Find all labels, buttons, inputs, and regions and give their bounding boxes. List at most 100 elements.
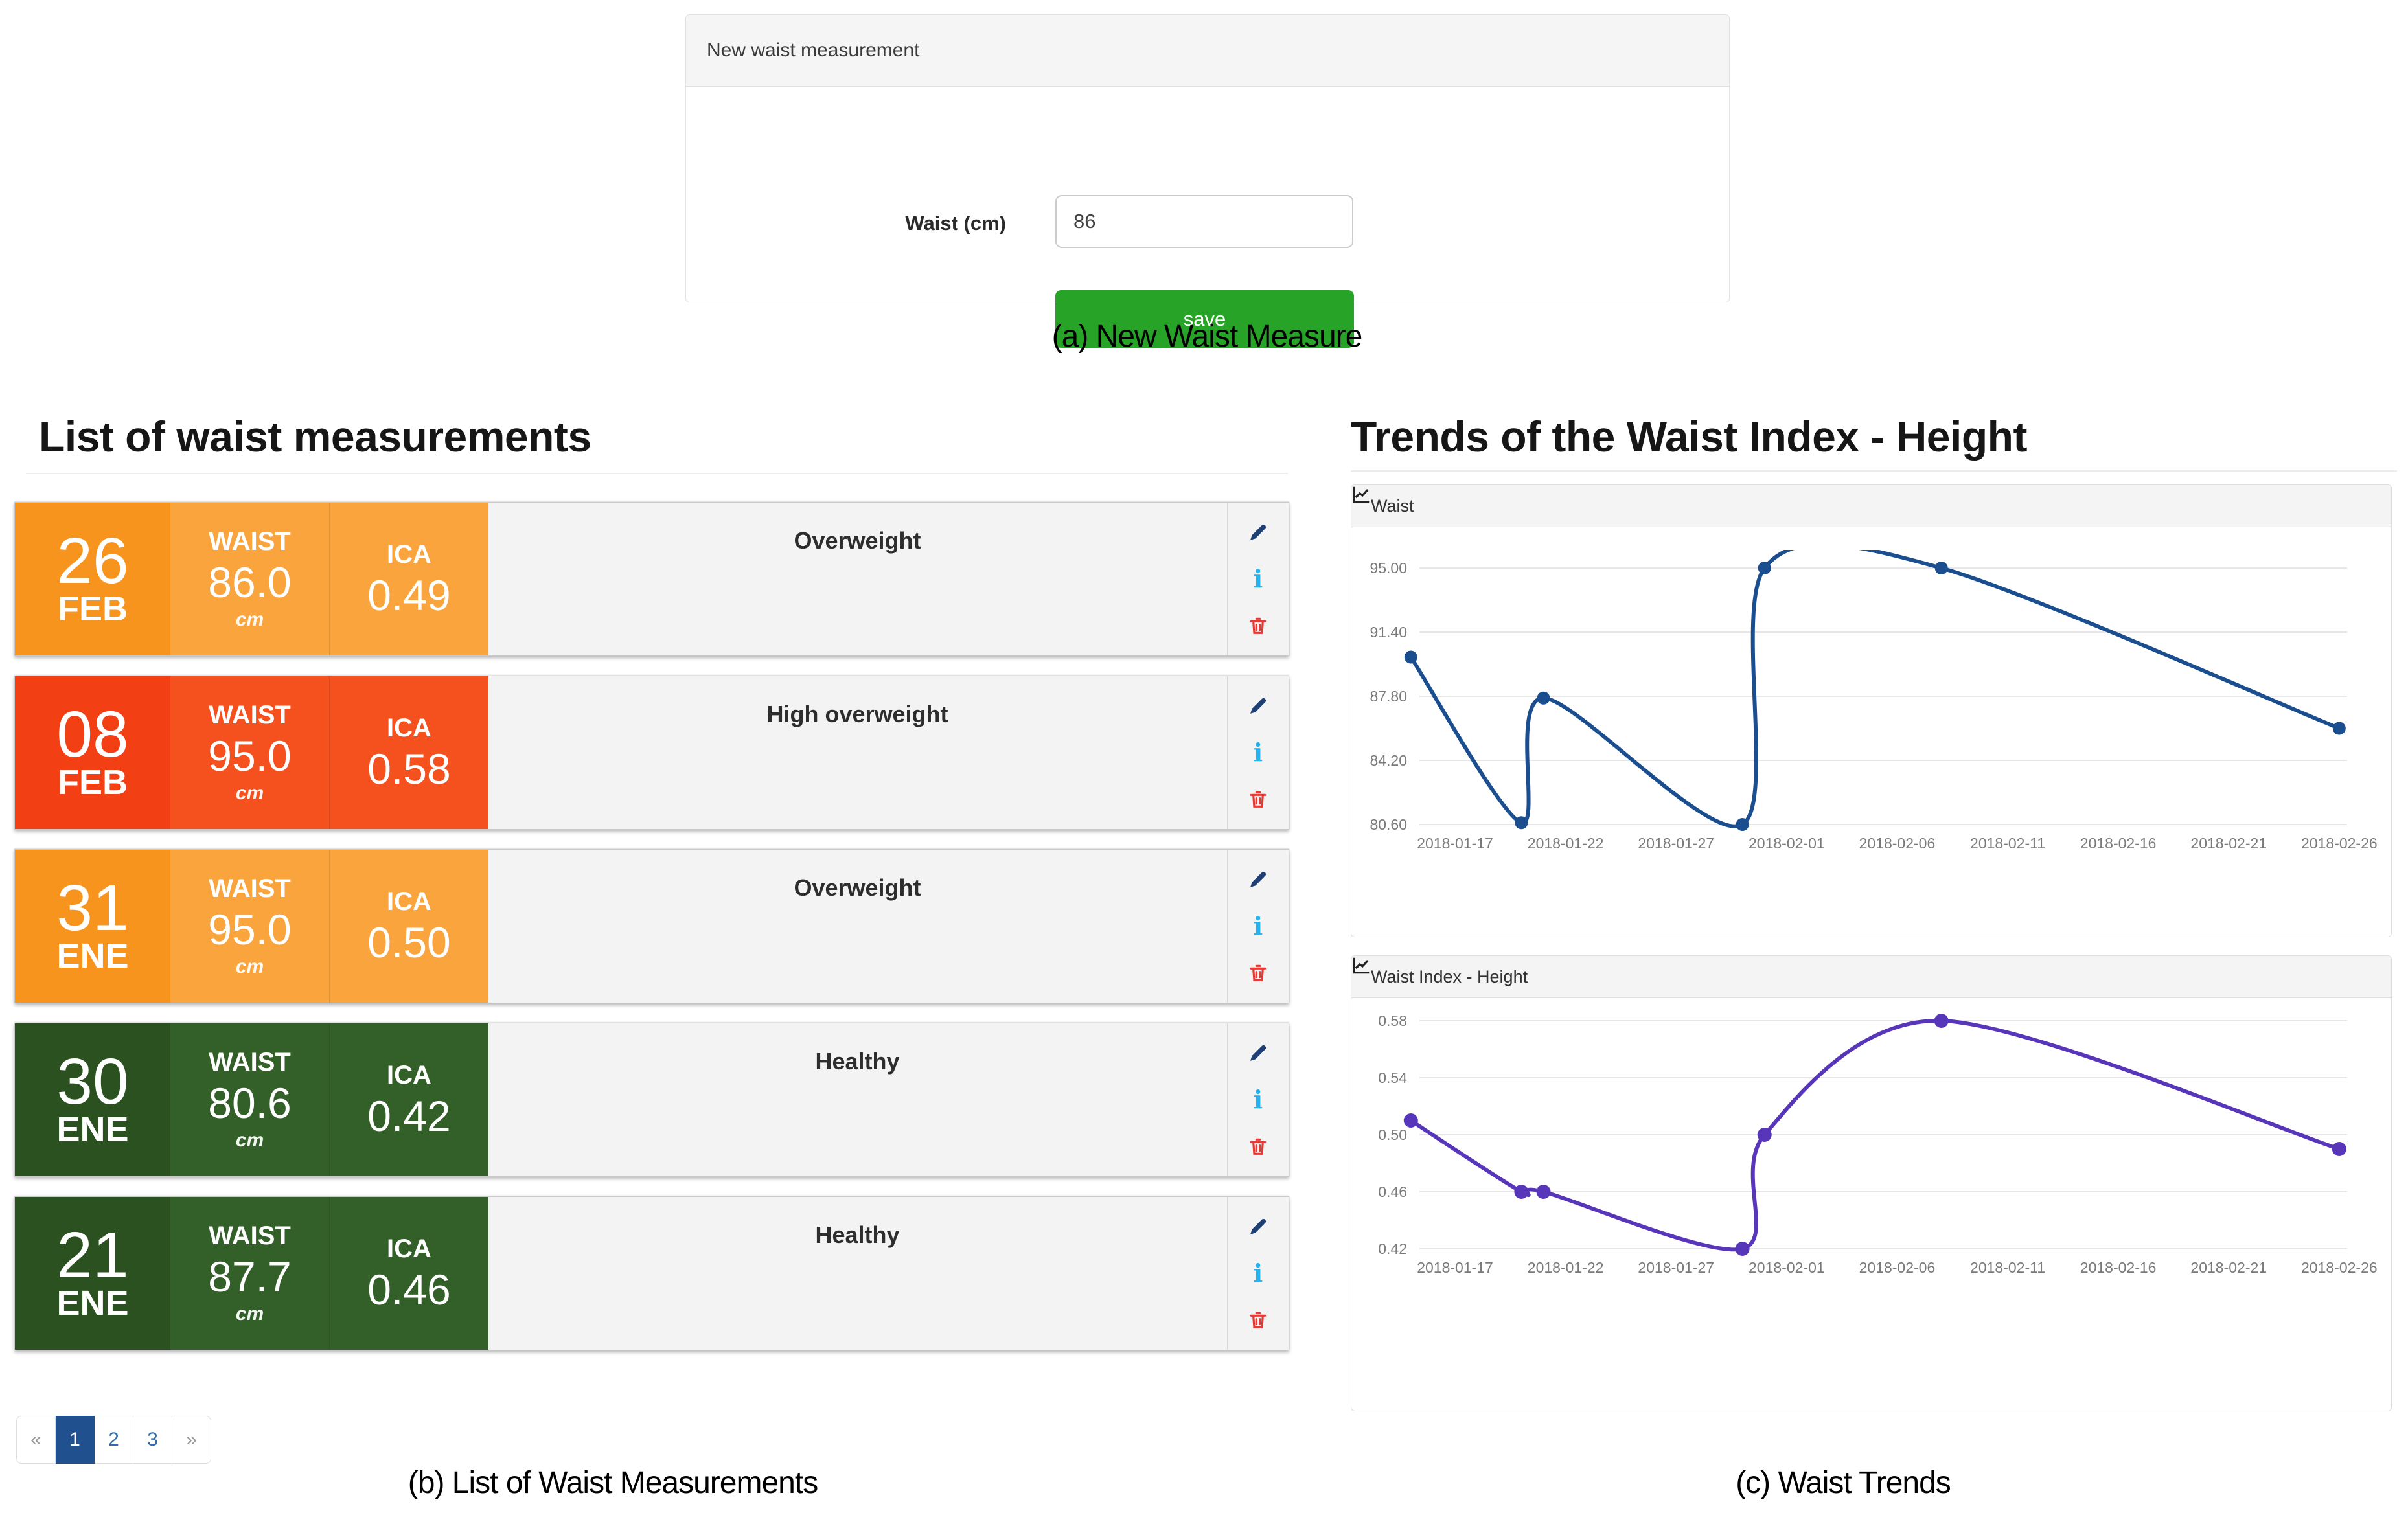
info-icon[interactable]: i [1253,738,1263,767]
data-point[interactable] [1537,691,1550,705]
x-tick-label: 2018-01-17 [1417,835,1493,852]
y-tick-label: 87.80 [1370,688,1407,705]
card-actions: i [1227,676,1289,829]
waist-index-chart-title: Waist Index - Height [1371,966,1528,986]
data-point[interactable] [2332,722,2346,735]
data-point[interactable] [1536,1185,1551,1199]
x-tick-label: 2018-02-01 [1749,1259,1825,1276]
waist-value: 86.0 [208,558,292,606]
x-tick-label: 2018-01-22 [1527,835,1604,852]
trash-icon[interactable] [1245,1307,1271,1333]
pencil-icon[interactable] [1245,693,1271,719]
waist-value: 87.7 [208,1252,292,1301]
waist-unit: cm [235,956,264,978]
pagination-page-1[interactable]: 1 [56,1416,95,1464]
ica-cell: ICA 0.58 [329,676,488,829]
status-label: Overweight [794,527,921,554]
ica-cell: ICA 0.50 [329,850,488,1003]
pencil-icon[interactable] [1245,867,1271,893]
pagination-next[interactable]: » [172,1416,211,1464]
x-tick-label: 2018-02-21 [2190,835,2267,852]
data-point[interactable] [1735,1242,1750,1256]
trend-line [1409,550,2340,828]
info-icon[interactable]: i [1253,564,1263,593]
data-point[interactable] [1515,816,1528,830]
measurement-card: 31 ENE WAIST 95.0 cm ICA 0.50 Overweight… [14,849,1289,1003]
data-point[interactable] [1404,650,1417,664]
date-block: 31 ENE [15,850,170,1003]
ica-cell: ICA 0.46 [329,1197,488,1350]
caption-c: (c) Waist Trends [1736,1466,1951,1500]
data-point[interactable] [1403,1113,1418,1128]
waist-value: 95.0 [208,905,292,953]
save-button[interactable]: save [1055,290,1354,348]
waist-column-label: WAIST [209,527,291,556]
pencil-icon[interactable] [1245,1040,1271,1066]
trash-icon[interactable] [1245,786,1271,812]
ica-column-label: ICA [387,540,431,569]
date-month: FEB [58,762,128,802]
pencil-icon[interactable] [1245,519,1271,545]
y-tick-label: 91.40 [1370,624,1407,641]
waist-column-label: WAIST [209,874,291,903]
status-label: Healthy [815,1048,900,1075]
x-tick-label: 2018-01-22 [1527,1259,1604,1276]
waist-value: 80.6 [208,1078,292,1127]
pagination-prev[interactable]: « [16,1416,56,1464]
status-label: Healthy [815,1222,900,1248]
date-month: FEB [58,589,128,628]
data-point[interactable] [1736,818,1749,831]
date-day: 21 [56,1218,129,1291]
date-day: 26 [56,524,129,597]
waist-chart-title: Waist [1371,495,1414,516]
chart-canvas [1403,1014,2347,1256]
trash-icon[interactable] [1245,960,1271,986]
ica-column-label: ICA [387,887,431,916]
x-tick-label: 2018-02-26 [2301,835,2378,852]
data-point[interactable] [2332,1142,2346,1156]
ica-column-label: ICA [387,713,431,742]
y-tick-label: 84.20 [1370,752,1407,769]
status-label: High overweight [766,701,948,727]
pagination: « 1 2 3 » [16,1416,211,1464]
data-point[interactable] [1758,562,1771,574]
waist-cell: WAIST 87.7 cm [170,1197,329,1350]
waist-cell: WAIST 80.6 cm [170,1023,329,1176]
pagination-page-3[interactable]: 3 [133,1416,172,1464]
card-actions: i [1227,1023,1289,1176]
waist-unit: cm [235,1130,264,1152]
date-day: 30 [56,1045,129,1118]
pencil-icon[interactable] [1245,1214,1271,1240]
x-tick-label: 2018-01-17 [1417,1259,1493,1276]
ica-value: 0.42 [367,1091,451,1140]
data-point[interactable] [1934,562,1948,574]
card-actions: i [1227,850,1289,1003]
waist-unit: cm [235,609,264,631]
waist-unit: cm [235,1303,264,1325]
trash-icon[interactable] [1245,613,1271,639]
data-point[interactable] [1514,1185,1529,1199]
x-tick-label: 2018-02-11 [1970,835,2045,852]
trash-icon[interactable] [1245,1133,1271,1159]
info-icon[interactable]: i [1253,1085,1263,1114]
y-tick-label: 95.00 [1370,560,1407,576]
waist-cell: WAIST 95.0 cm [170,676,329,829]
waist-input[interactable] [1055,195,1353,248]
x-tick-label: 2018-02-16 [2080,1259,2157,1276]
pagination-page-2[interactable]: 2 [95,1416,133,1464]
measurement-card: 21 ENE WAIST 87.7 cm ICA 0.46 Healthy i [14,1196,1289,1350]
date-month: ENE [56,936,129,975]
date-block: 21 ENE [15,1197,170,1350]
data-point[interactable] [1934,1014,1949,1028]
info-icon[interactable]: i [1253,911,1263,940]
trends-heading-rule [1351,470,2397,472]
x-tick-label: 2018-02-11 [1970,1259,2045,1276]
ica-value: 0.58 [367,744,451,793]
data-point[interactable] [1757,1128,1772,1142]
info-icon[interactable]: i [1253,1258,1263,1288]
chart-canvas [1404,550,2347,831]
y-tick-label: 0.58 [1378,1012,1407,1029]
waist-column-label: WAIST [209,700,291,729]
ica-column-label: ICA [387,1060,431,1089]
